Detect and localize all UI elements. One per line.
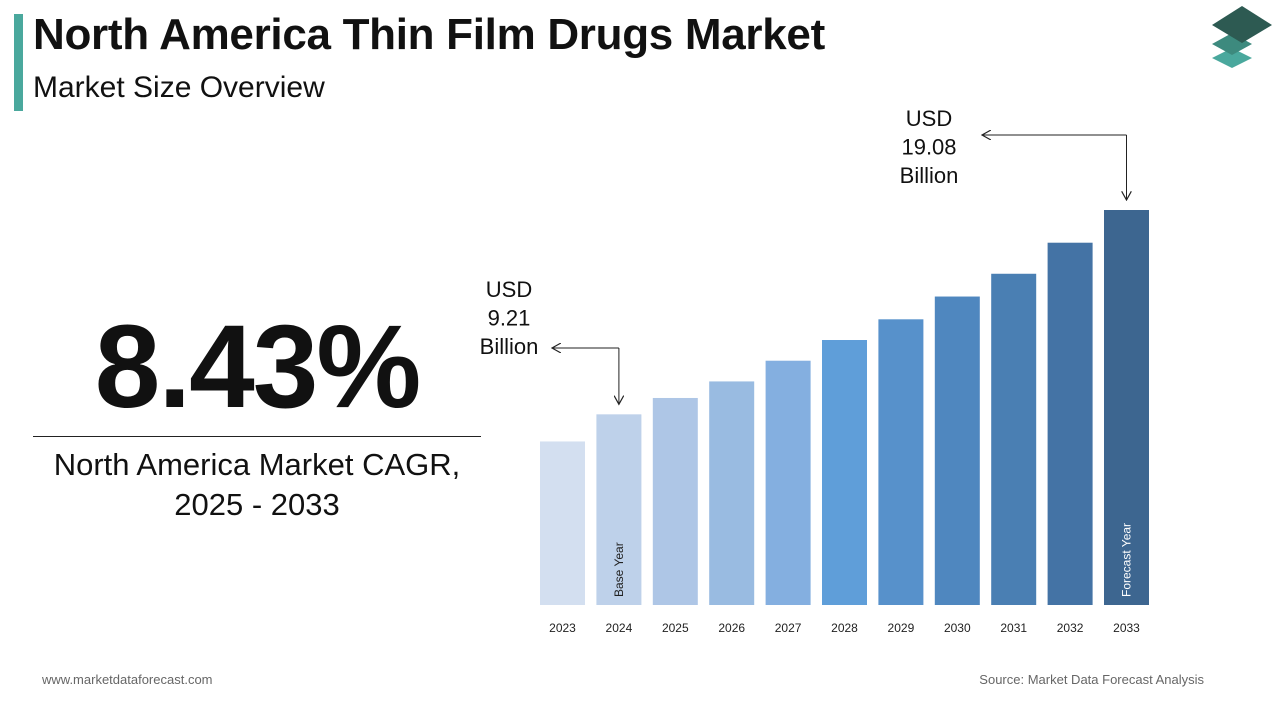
annotation-text-2024-2: Billion [480, 334, 539, 359]
x-tick-2032: 2032 [1057, 621, 1084, 635]
bar-2025 [652, 397, 698, 605]
x-tick-2027: 2027 [775, 621, 802, 635]
x-tick-2023: 2023 [549, 621, 576, 635]
bar-2028 [822, 340, 867, 605]
page-title: North America Thin Film Drugs Market [33, 10, 825, 59]
bar-label-2024: Base Year [612, 542, 626, 597]
footer-source: Source: Market Data Forecast Analysis [979, 672, 1204, 687]
bar-2024 [596, 414, 642, 605]
x-tick-2024: 2024 [606, 621, 633, 635]
x-tick-2025: 2025 [662, 621, 689, 635]
logo-layer-bottom [1212, 48, 1252, 68]
annotation-text-2033-0: USD [906, 106, 952, 131]
x-tick-2026: 2026 [718, 621, 745, 635]
annotation-text-2024-1: 9.21 [488, 306, 531, 331]
cagr-value: 8.43% [94, 301, 422, 433]
x-tick-2030: 2030 [944, 621, 971, 635]
cagr-label-line2: 2025 - 2033 [174, 487, 340, 522]
bar-2029 [878, 319, 924, 605]
cagr-label-line1: North America Market CAGR, [53, 447, 461, 482]
annotation-text-2024-0: USD [486, 277, 532, 302]
cagr-divider [33, 436, 481, 437]
bar-2026 [709, 381, 755, 605]
bar-label-2033: Forecast Year [1120, 523, 1134, 597]
annotation-text-2033-2: Billion [900, 163, 959, 188]
x-tick-2028: 2028 [831, 621, 858, 635]
bar-2032 [1047, 242, 1093, 605]
x-tick-2033: 2033 [1113, 621, 1140, 635]
bar-2027 [765, 360, 811, 605]
x-tick-2029: 2029 [888, 621, 915, 635]
layers-icon [1212, 6, 1272, 68]
logo-layer-top [1212, 6, 1272, 43]
bar-2030 [934, 296, 980, 605]
title-accent-bar [14, 14, 23, 111]
bar-2023 [540, 441, 585, 605]
page-subtitle: Market Size Overview [33, 71, 325, 104]
bar-2033 [1104, 210, 1149, 605]
x-tick-2031: 2031 [1000, 621, 1027, 635]
annotation-text-2033-1: 19.08 [901, 135, 956, 160]
bar-2031 [991, 273, 1037, 605]
footer-website: www.marketdataforecast.com [42, 672, 213, 687]
cagr-label: North America Market CAGR, 2025 - 2033 [33, 445, 481, 525]
